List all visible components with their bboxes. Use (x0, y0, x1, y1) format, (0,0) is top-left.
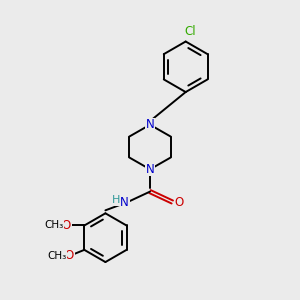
Text: N: N (146, 163, 154, 176)
Text: N: N (146, 118, 154, 131)
Text: N: N (120, 196, 129, 208)
Text: CH₃: CH₃ (47, 251, 66, 261)
Text: CH₃: CH₃ (44, 220, 63, 230)
Text: O: O (62, 219, 71, 232)
Text: Cl: Cl (184, 25, 196, 38)
Text: O: O (174, 196, 184, 208)
Text: H: H (112, 195, 121, 205)
Text: O: O (65, 249, 74, 262)
